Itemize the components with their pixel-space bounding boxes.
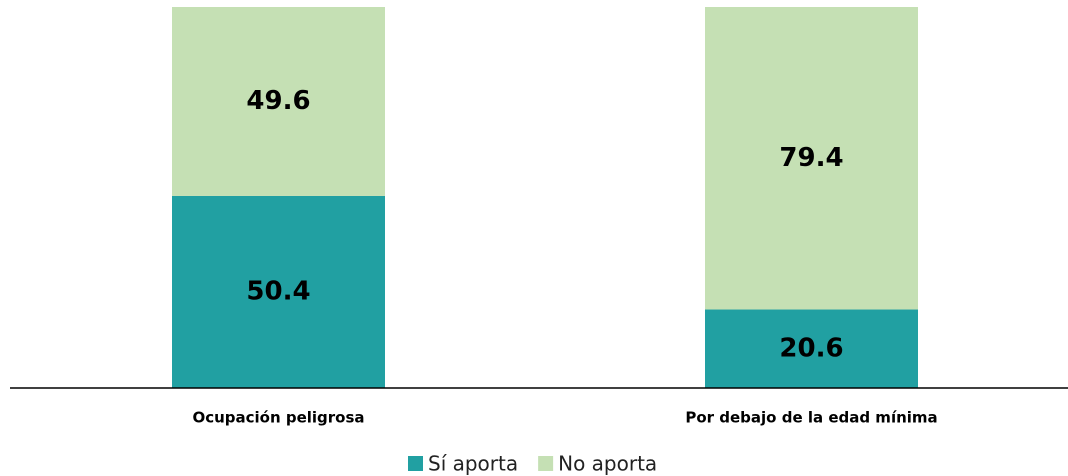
bar-segment — [172, 7, 385, 196]
data-label: 50.4 — [246, 276, 310, 306]
data-label: 49.6 — [246, 86, 310, 116]
legend-label: No aporta — [558, 452, 657, 476]
bar-segment — [705, 7, 918, 310]
legend-label: Sí aporta — [428, 452, 518, 476]
x-tick-label: Por debajo de la edad mínima — [685, 409, 937, 427]
legend-swatch — [538, 456, 554, 471]
data-label: 20.6 — [779, 333, 843, 363]
bar-segment — [172, 195, 385, 388]
x-tick-label: Ocupación peligrosa — [192, 409, 364, 427]
legend-swatch — [408, 456, 423, 471]
bar-segment — [705, 309, 918, 388]
data-label: 79.4 — [779, 143, 843, 173]
